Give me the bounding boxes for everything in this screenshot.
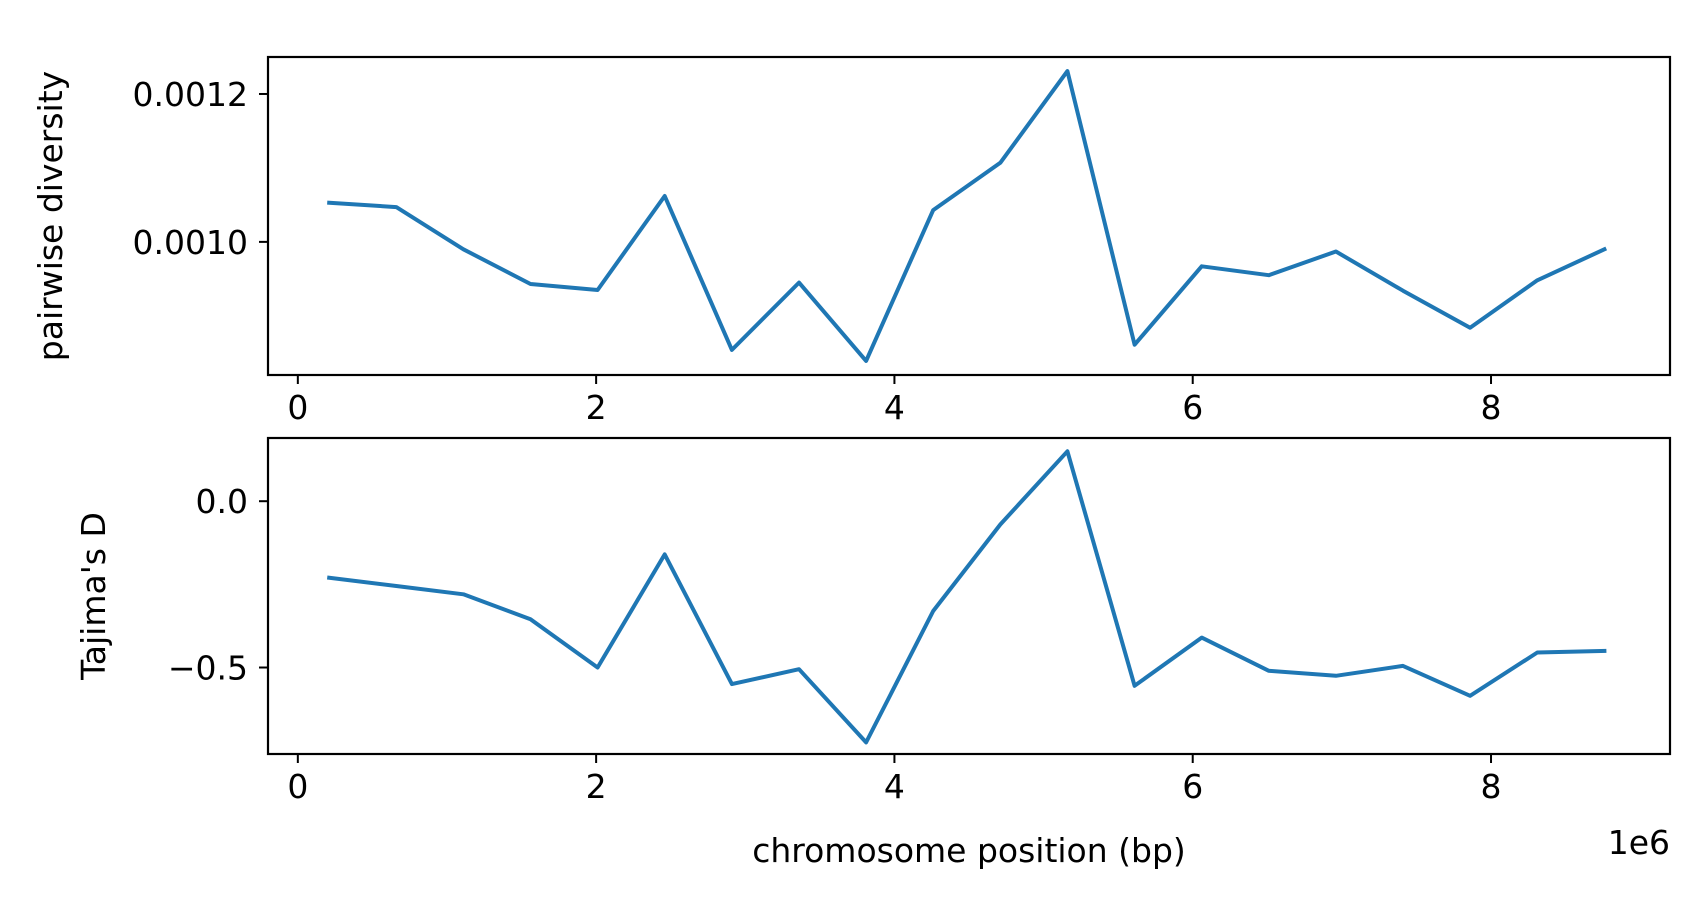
tajimas-d-panel: 0 2 4 6 8 0.0 −0.5 Tajima's D chromosome posi…	[74, 436, 1672, 870]
x-tick-label: 8	[1481, 388, 1502, 427]
pairwise-diversity-panel: 0 2 4 6 8 0.0010 0.0012 pairwise diversity	[31, 55, 1672, 427]
x-axis-label: chromosome position (bp)	[752, 831, 1186, 870]
x-tick-label: 0	[287, 767, 308, 806]
y-tick-label: −0.5	[168, 649, 248, 688]
panel-frame	[266, 55, 1672, 377]
y-axis-label: pairwise diversity	[31, 71, 70, 361]
panel-frame	[266, 436, 1672, 756]
x-tick-label: 6	[1182, 767, 1203, 806]
y-axis-label: Tajima's D	[74, 512, 113, 681]
x-tick-label: 4	[884, 388, 905, 427]
x-axis: 0 2 4 6 8	[287, 754, 1502, 806]
x-tick-label: 4	[884, 767, 905, 806]
y-tick-label: 0.0	[196, 482, 248, 521]
x-axis: 0 2 4 6 8	[287, 375, 1502, 427]
x-tick-label: 6	[1182, 388, 1203, 427]
x-tick-label: 0	[287, 388, 308, 427]
x-tick-label: 2	[586, 388, 607, 427]
x-tick-label: 8	[1481, 767, 1502, 806]
x-tick-label: 2	[586, 767, 607, 806]
y-tick-label: 0.0012	[133, 75, 248, 114]
y-axis: 0.0 −0.5	[168, 482, 268, 688]
series-line	[327, 69, 1608, 363]
series-line	[326, 449, 1607, 745]
x-axis-offset-label: 1e6	[1608, 823, 1670, 862]
y-tick-label: 0.0010	[133, 223, 248, 262]
y-axis: 0.0010 0.0012	[133, 75, 268, 262]
